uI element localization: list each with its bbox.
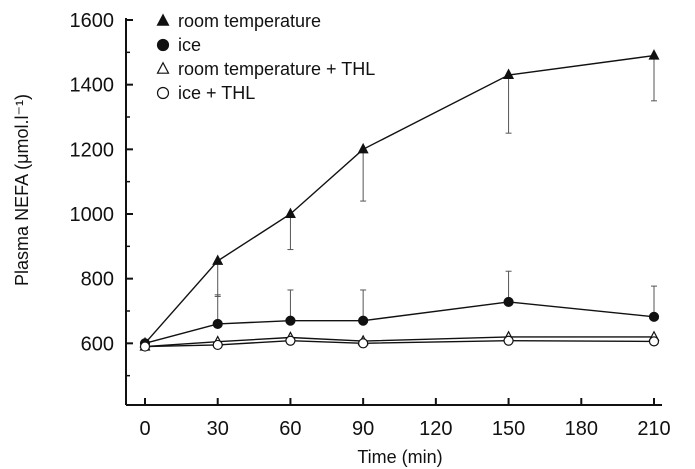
legend-marker: [156, 38, 170, 52]
series-line-2: [144, 301, 655, 344]
legend-marker: [156, 86, 170, 100]
data-point: [139, 341, 151, 352]
x-axis-title: Time (min): [357, 447, 442, 467]
y-tick-label: 600: [81, 333, 114, 355]
y-tick-label: 1400: [70, 75, 115, 97]
data-point: [503, 335, 514, 346]
legend-label: room temperature + THL: [178, 59, 375, 79]
data-point: [357, 142, 369, 154]
data-point: [212, 318, 223, 330]
axes: 600 800 1000 1200 1400 1600 0 30 60 90 120 150 180 21…: [70, 10, 671, 440]
data-point: [212, 254, 224, 265]
x-tick-label: 0: [139, 418, 150, 440]
y-tick-label: 1600: [70, 10, 115, 32]
y-axis-title: Plasma NEFA (μmol.l⁻¹): [12, 94, 32, 286]
legend-marker: [156, 61, 170, 74]
data-point: [648, 49, 660, 60]
data-point: [503, 68, 515, 79]
x-tick-label: 150: [492, 418, 525, 440]
x-tick-label: 90: [352, 418, 374, 440]
data-point: [503, 296, 514, 308]
data-point: [285, 335, 296, 346]
y-tick-label: 1000: [70, 204, 115, 226]
data-point: [285, 315, 296, 326]
legend-label: room temperature: [178, 11, 321, 31]
data-point: [358, 338, 369, 349]
x-tick-label: 120: [419, 418, 452, 440]
data-point: [212, 339, 223, 351]
legend-label: ice: [178, 35, 201, 55]
data-point: [648, 336, 660, 347]
x-tick-label: 30: [207, 418, 229, 440]
error-bars: [214, 55, 657, 324]
series-line-1: [144, 54, 655, 344]
series-markers: [139, 49, 660, 352]
legend-marker: [156, 13, 170, 26]
x-tick-label: 210: [637, 418, 670, 440]
series-line-4: [144, 339, 655, 348]
y-tick-label: 1200: [70, 139, 115, 161]
legend: room temperature ice room temperature + TH…: [156, 11, 375, 103]
legend-label: ice + THL: [178, 83, 255, 103]
x-tick-label: 60: [279, 418, 301, 440]
series-line-3: [144, 336, 654, 348]
data-point: [358, 315, 369, 326]
data-point: [284, 207, 296, 219]
data-point: [648, 311, 660, 322]
x-tick-label: 180: [565, 418, 598, 440]
y-tick-label: 800: [81, 269, 114, 291]
series-lines: [144, 54, 655, 348]
